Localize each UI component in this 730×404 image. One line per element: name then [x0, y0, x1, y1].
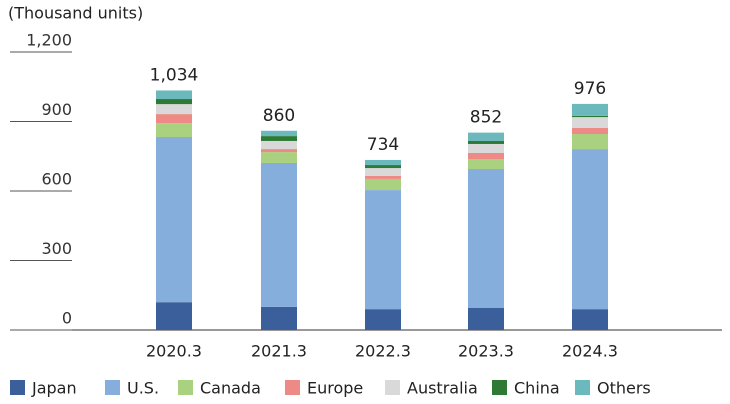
bar-segment: [261, 162, 297, 307]
bar-segment: [468, 307, 504, 330]
total-label: 1,034: [150, 65, 199, 85]
legend-label: Europe: [307, 379, 363, 398]
bar-segment: [156, 114, 192, 124]
legend-swatch: [178, 380, 193, 395]
x-tick-label: 2023.3: [458, 342, 514, 361]
legend-swatch: [105, 380, 120, 395]
bar-segment: [468, 132, 504, 141]
total-label: 860: [263, 106, 295, 126]
bar-segment: [156, 90, 192, 100]
y-tick-label: 600: [41, 170, 72, 189]
bar-segment: [156, 137, 192, 303]
bar-segment: [261, 130, 297, 137]
x-tick-label: 2021.3: [251, 342, 307, 361]
bar-segment: [261, 149, 297, 153]
x-tick-label: 2022.3: [355, 342, 411, 361]
bar-segment: [365, 168, 401, 176]
bar-segment: [156, 123, 192, 138]
legend-label: Australia: [407, 379, 478, 398]
legend-label: Others: [597, 379, 651, 398]
bar-segment: [365, 309, 401, 330]
y-tick-label: 300: [41, 239, 72, 258]
bar-segment: [261, 140, 297, 150]
legend-label: Japan: [31, 379, 77, 398]
bar-segment: [468, 143, 504, 154]
bar-segment: [572, 149, 608, 310]
legend-swatch: [285, 380, 300, 395]
bar-segment: [572, 134, 608, 150]
bar-segment: [365, 165, 401, 169]
bar-segment: [156, 302, 192, 330]
bar-segment: [156, 104, 192, 115]
bar-segment: [572, 309, 608, 330]
bar-segment: [261, 136, 297, 141]
bar-segment: [365, 178, 401, 191]
y-tick-label: 900: [41, 100, 72, 119]
bar-segment: [468, 153, 504, 160]
y-tick-label: 1,200: [26, 31, 72, 50]
legend-label: China: [514, 379, 560, 398]
x-tick-label: 2020.3: [146, 342, 202, 361]
bar-segment: [572, 103, 608, 116]
bar-segment: [261, 152, 297, 163]
bar-segment: [572, 117, 608, 128]
total-label: 852: [470, 108, 502, 128]
bar-segment: [365, 175, 401, 179]
total-label: 734: [367, 135, 399, 155]
bar-segment: [365, 190, 401, 310]
bar-segment: [468, 168, 504, 308]
bar-segment: [468, 140, 504, 144]
legend-swatch: [575, 380, 590, 395]
legend-swatch: [10, 380, 25, 395]
legend-label: U.S.: [127, 379, 159, 398]
bar-segment: [261, 306, 297, 330]
bar-segment: [572, 115, 608, 118]
legend-label: Canada: [200, 379, 261, 398]
legend-swatch: [385, 380, 400, 395]
axis-unit: (Thousand units): [8, 4, 143, 23]
bar-segment: [572, 127, 608, 135]
legend-swatch: [492, 380, 507, 395]
total-label: 976: [574, 79, 606, 99]
bar-segment: [156, 99, 192, 105]
bar-segment: [468, 159, 504, 169]
x-tick-label: 2024.3: [562, 342, 618, 361]
y-tick-label: 0: [62, 309, 72, 328]
bar-segment: [365, 159, 401, 166]
